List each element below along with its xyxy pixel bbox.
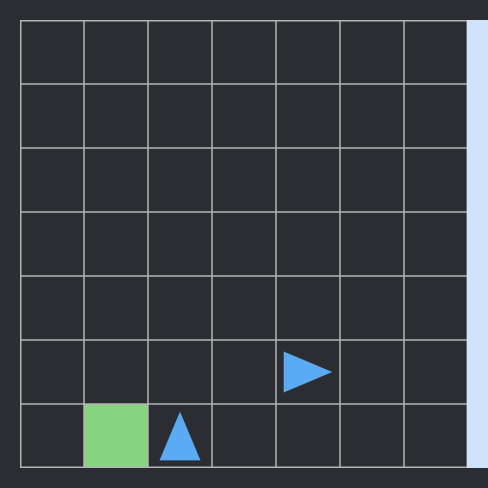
grid-cell-r6-c5[interactable] [340,404,404,468]
grid-cell-r0-c5[interactable] [340,20,404,84]
grid-cell-r5-c3[interactable] [212,340,276,404]
triangle-up-icon [159,411,201,461]
grid-cell-r1-c4[interactable] [276,84,340,148]
grid-cell-r4-c1[interactable] [84,276,148,340]
grid-cell-r3-c2[interactable] [148,212,212,276]
grid-cell-r3-c4[interactable] [276,212,340,276]
grid-cell-r6-c4[interactable] [276,404,340,468]
board-background [20,20,468,468]
grid-cell-r1-c3[interactable] [212,84,276,148]
grid-cell-r0-c1[interactable] [84,20,148,84]
grid-cell-r4-c2[interactable] [148,276,212,340]
grid-cell-r5-c6[interactable] [404,340,468,404]
grid-cell-r3-c5[interactable] [340,212,404,276]
grid-cell-r2-c4[interactable] [276,148,340,212]
side-panel [467,20,488,468]
grid-cell-r3-c1[interactable] [84,212,148,276]
goal-square [84,404,148,468]
grid-cell-r2-c3[interactable] [212,148,276,212]
grid-cell-r2-c1[interactable] [84,148,148,212]
grid-cell-r2-c0[interactable] [20,148,84,212]
grid-cell-r1-c6[interactable] [404,84,468,148]
game-board[interactable] [20,20,468,468]
grid-cell-r4-c6[interactable] [404,276,468,340]
grid-cell-r2-c6[interactable] [404,148,468,212]
grid-cell-r6-c6[interactable] [404,404,468,468]
grid-cell-r2-c5[interactable] [340,148,404,212]
grid-cell-r6-c3[interactable] [212,404,276,468]
grid-cell-r5-c5[interactable] [340,340,404,404]
grid-cell-r4-c3[interactable] [212,276,276,340]
grid-cell-r6-c0[interactable] [20,404,84,468]
board-grid [20,20,468,468]
grid-cell-r5-c2[interactable] [148,340,212,404]
grid-cell-r1-c5[interactable] [340,84,404,148]
grid-cell-r5-c0[interactable] [20,340,84,404]
grid-cell-r4-c5[interactable] [340,276,404,340]
grid-cell-r2-c2[interactable] [148,148,212,212]
grid-cell-r5-c1[interactable] [84,340,148,404]
grid-cell-r0-c0[interactable] [20,20,84,84]
grid-cell-r0-c6[interactable] [404,20,468,84]
grid-cell-r4-c4[interactable] [276,276,340,340]
grid-cell-r0-c2[interactable] [148,20,212,84]
grid-cell-r0-c4[interactable] [276,20,340,84]
grid-cell-r1-c0[interactable] [20,84,84,148]
grid-cell-r1-c1[interactable] [84,84,148,148]
triangle-right-icon [283,351,333,393]
grid-cell-r1-c2[interactable] [148,84,212,148]
grid-cell-r3-c3[interactable] [212,212,276,276]
grid-cell-r4-c0[interactable] [20,276,84,340]
grid-cell-r0-c3[interactable] [212,20,276,84]
grid-cell-r3-c6[interactable] [404,212,468,276]
grid-cell-r3-c0[interactable] [20,212,84,276]
